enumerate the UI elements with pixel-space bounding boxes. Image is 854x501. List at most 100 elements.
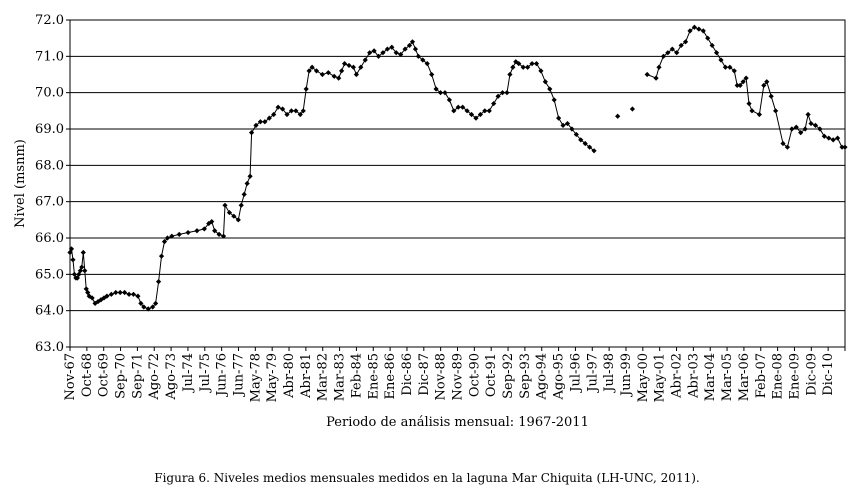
- x-tick-label: Jul-74: [181, 353, 196, 394]
- data-point: [433, 86, 439, 92]
- x-tick-label: Abr-02: [670, 353, 685, 399]
- data-point: [409, 39, 416, 45]
- data-point: [284, 111, 290, 118]
- x-tick-label: Sep-70: [114, 353, 129, 399]
- data-point: [734, 82, 740, 88]
- x-tick-label: Mar-06: [737, 353, 752, 401]
- data-point: [615, 113, 621, 119]
- data-point: [358, 64, 364, 70]
- data-point: [687, 28, 693, 34]
- data-point: [533, 61, 540, 67]
- data-point: [153, 300, 159, 306]
- data-point: [288, 108, 295, 114]
- data-point: [185, 229, 191, 236]
- data-point: [691, 24, 698, 30]
- x-tick-label: Ago-72: [147, 353, 162, 400]
- data-point: [83, 286, 89, 292]
- data-point: [371, 48, 377, 54]
- x-tick-label: Jun-99: [619, 353, 634, 398]
- y-axis-ticks: 63.0 64.0 65.0 66.0 67.0 68.0 69.0 70.0 71.0 72.0: [35, 13, 70, 355]
- data-point: [145, 306, 151, 312]
- data-point: [341, 61, 348, 67]
- data-point: [209, 219, 215, 225]
- data-point: [564, 120, 571, 127]
- data-point: [398, 51, 404, 58]
- data-point: [812, 122, 819, 128]
- data-point: [789, 126, 795, 132]
- data-point: [353, 71, 359, 78]
- data-point: [477, 111, 483, 118]
- y-tick-label: 64.0: [35, 304, 64, 319]
- data-point: [696, 26, 702, 32]
- data-point: [303, 86, 309, 92]
- data-point: [306, 68, 312, 74]
- data-point: [262, 119, 268, 125]
- x-tick-label: Mar-83: [333, 353, 348, 401]
- data-point: [135, 293, 141, 299]
- data-point: [718, 57, 724, 63]
- data-point: [653, 75, 659, 81]
- data-point: [808, 120, 814, 127]
- x-tick-label: Oct-90: [467, 353, 482, 397]
- data-point: [415, 53, 421, 59]
- x-tick-label: Jun-77: [231, 353, 246, 398]
- data-point: [743, 75, 749, 81]
- data-point: [176, 231, 182, 237]
- data-point: [529, 61, 535, 67]
- data-point: [130, 291, 137, 297]
- data-point: [798, 130, 804, 136]
- data-point: [678, 42, 684, 49]
- x-tick-label: May-00: [636, 353, 651, 402]
- data-point: [248, 130, 255, 136]
- data-point: [460, 104, 466, 110]
- x-tick-label: Nov-89: [451, 353, 466, 400]
- data-point: [513, 59, 519, 65]
- data-point: [104, 293, 110, 299]
- data-point: [495, 93, 501, 99]
- data-point: [70, 257, 76, 263]
- data-point: [325, 70, 331, 76]
- data-point: [89, 295, 95, 301]
- data-point: [336, 75, 342, 81]
- x-tick-label: Dic-87: [417, 353, 432, 396]
- data-point: [442, 90, 448, 96]
- data-point: [380, 50, 386, 56]
- data-point: [235, 217, 241, 223]
- x-tick-label: May-01: [653, 353, 668, 402]
- data-point: [582, 140, 588, 147]
- data-point: [705, 35, 711, 41]
- x-tick-label: Dic-10: [821, 353, 836, 396]
- data-point: [578, 137, 584, 143]
- data-point: [644, 71, 650, 78]
- data-point: [77, 268, 83, 274]
- data-point: [569, 126, 575, 132]
- data-point: [740, 79, 746, 85]
- x-tick-label: Dic-86: [400, 353, 415, 396]
- data-point: [164, 235, 171, 241]
- figure-caption: Figura 6. Niveles medios mensuales medid…: [154, 471, 700, 485]
- data-point: [393, 50, 399, 56]
- x-tick-label: Feb-07: [754, 353, 769, 398]
- data-point: [556, 115, 562, 121]
- x-tick-label: Abr-81: [299, 353, 314, 399]
- data-point: [241, 191, 247, 197]
- data-point: [279, 106, 286, 112]
- data-point: [464, 108, 470, 114]
- data-point: [826, 135, 832, 141]
- data-point: [231, 213, 237, 219]
- data-point: [793, 124, 799, 130]
- data-point: [339, 68, 345, 74]
- data-point: [331, 73, 337, 79]
- data-point: [504, 90, 510, 96]
- data-point: [764, 79, 770, 85]
- data-point: [516, 61, 522, 67]
- data-point: [402, 46, 408, 52]
- data-point: [682, 39, 689, 45]
- x-tick-label: Abr-80: [282, 353, 297, 399]
- data-point: [309, 64, 315, 70]
- x-axis-ticks: Nov-67 Oct-68 Oct-69 Sep-70 Sep-71 Ago-72 Ago-…: [63, 347, 846, 402]
- data-point: [547, 86, 553, 92]
- data-point: [468, 111, 475, 118]
- data-point: [709, 42, 715, 49]
- data-point: [773, 108, 779, 114]
